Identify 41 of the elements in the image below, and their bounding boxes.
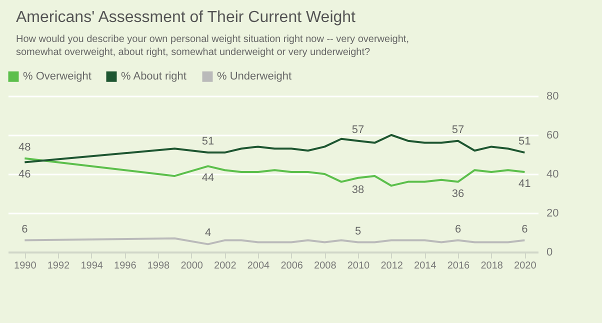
x-tick-label: 2016 [447,260,470,272]
data-label: 41 [518,178,531,190]
y-tick-label: 80 [546,90,559,102]
x-tick-label: 2020 [514,260,537,272]
x-tick-label: 2018 [480,260,504,272]
data-label: 48 [18,141,31,154]
x-tick-label: 1994 [80,260,104,272]
x-tick-label: 2000 [180,260,204,272]
x-tick-label: 2004 [247,260,270,272]
x-tick-label: 1998 [147,260,170,272]
chart-title: Americans' Assessment of Their Current Weight [16,9,356,27]
data-label: 46 [18,168,31,180]
data-label: 6 [454,223,462,236]
x-tick-label: 2002 [214,260,237,272]
x-tick-label: 1990 [14,260,37,272]
y-tick-label: 0 [546,246,553,258]
data-label: 44 [202,172,214,184]
legend-label: % Underweight [217,70,292,83]
data-label: 57 [352,124,364,136]
data-label: 51 [518,136,531,148]
data-label: 36 [452,188,464,200]
data-label: 57 [452,124,464,136]
data-label: 5 [354,225,362,238]
chart-subtitle: How would you describe your own personal weight situation right now -- very overweight, somewhat overweight, about right, somewhat underweight or very underweight? [16,33,410,59]
x-tick-label: 2008 [314,260,337,272]
y-tick-label: 40 [546,168,559,180]
x-tick-label: 2012 [380,260,404,272]
x-tick-label: 1996 [114,260,137,272]
legend-label: % About right [121,70,186,83]
data-label: 4 [204,227,212,240]
x-tick-label: 1992 [47,260,70,272]
data-label: 51 [202,136,214,148]
y-tick-label: 20 [546,208,559,220]
data-label: 38 [352,184,364,196]
y-tick-label: 60 [546,130,559,142]
data-label: 6 [522,223,528,236]
x-tick-label: 2014 [414,260,437,272]
legend-label: % Overweight [23,70,92,83]
x-tick-label: 2006 [280,260,304,272]
x-tick-label: 2010 [347,260,370,272]
data-label: 6 [22,223,28,236]
